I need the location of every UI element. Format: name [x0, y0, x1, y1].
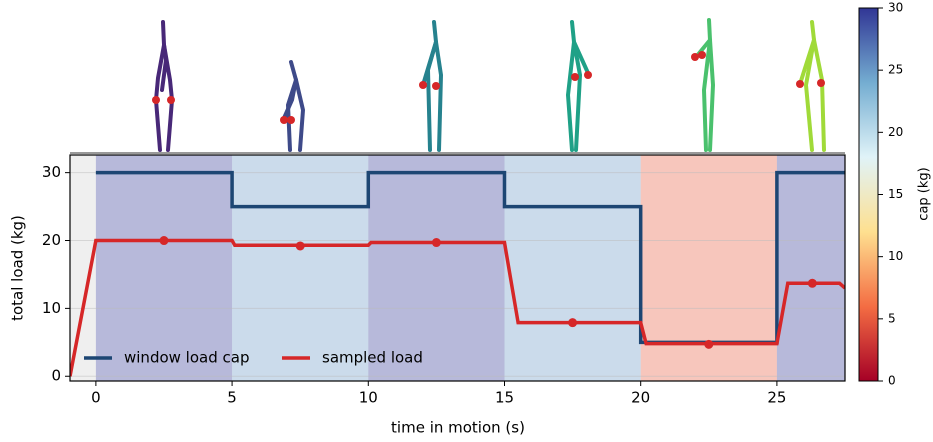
x-tick-label: 5 [227, 389, 237, 407]
sample-point [431, 238, 441, 248]
colorbar-label: cap (kg) [917, 167, 932, 220]
pose-figures [70, 18, 845, 154]
plot-area [70, 155, 845, 381]
pose-figure [282, 60, 305, 152]
colorbar-tick-label: 30 [888, 1, 903, 15]
x-tick-label: 25 [767, 389, 786, 407]
pose-figure [421, 20, 443, 152]
x-tick-label: 20 [631, 389, 650, 407]
x-tick-label: 15 [495, 389, 514, 407]
pose-dots [152, 51, 825, 124]
colorbar [858, 7, 879, 382]
series-line [70, 238, 845, 377]
sample-point [295, 241, 305, 251]
sample-point [704, 339, 714, 349]
series-line [95, 170, 845, 345]
y-axis-label: total load (kg) [9, 215, 27, 321]
colorbar-tick-label: 15 [888, 187, 903, 201]
colorbar-tick-label: 5 [888, 311, 896, 325]
colorbar-tick-label: 10 [888, 249, 903, 263]
legend-label: sampled load [322, 349, 423, 367]
cap-window [776, 155, 845, 381]
cap-window [368, 155, 505, 381]
sample-point [807, 278, 817, 288]
colorbar-tick-label: 25 [888, 63, 903, 77]
x-axis-label: time in motion (s) [391, 419, 525, 437]
colorbar-tick-label: 20 [888, 125, 903, 139]
plot-frame [69, 154, 846, 382]
y-tick-label: 30 [42, 163, 61, 181]
pose-figure [566, 20, 590, 152]
y-tick-label: 10 [42, 299, 61, 317]
y-tick-label: 20 [42, 231, 61, 249]
colorbar-tick-label: 0 [888, 374, 896, 388]
sample-point [568, 318, 578, 328]
cap-window [504, 155, 641, 381]
x-tick-label: 0 [91, 389, 101, 407]
y-tick-label: 0 [51, 367, 61, 385]
cap-window [95, 155, 233, 381]
legend-label: window load cap [124, 349, 249, 367]
sample-point [159, 236, 169, 246]
x-tick-label: 10 [359, 389, 378, 407]
pose-figure [154, 20, 174, 152]
cap-window [232, 155, 369, 381]
pose-figure [694, 18, 715, 152]
